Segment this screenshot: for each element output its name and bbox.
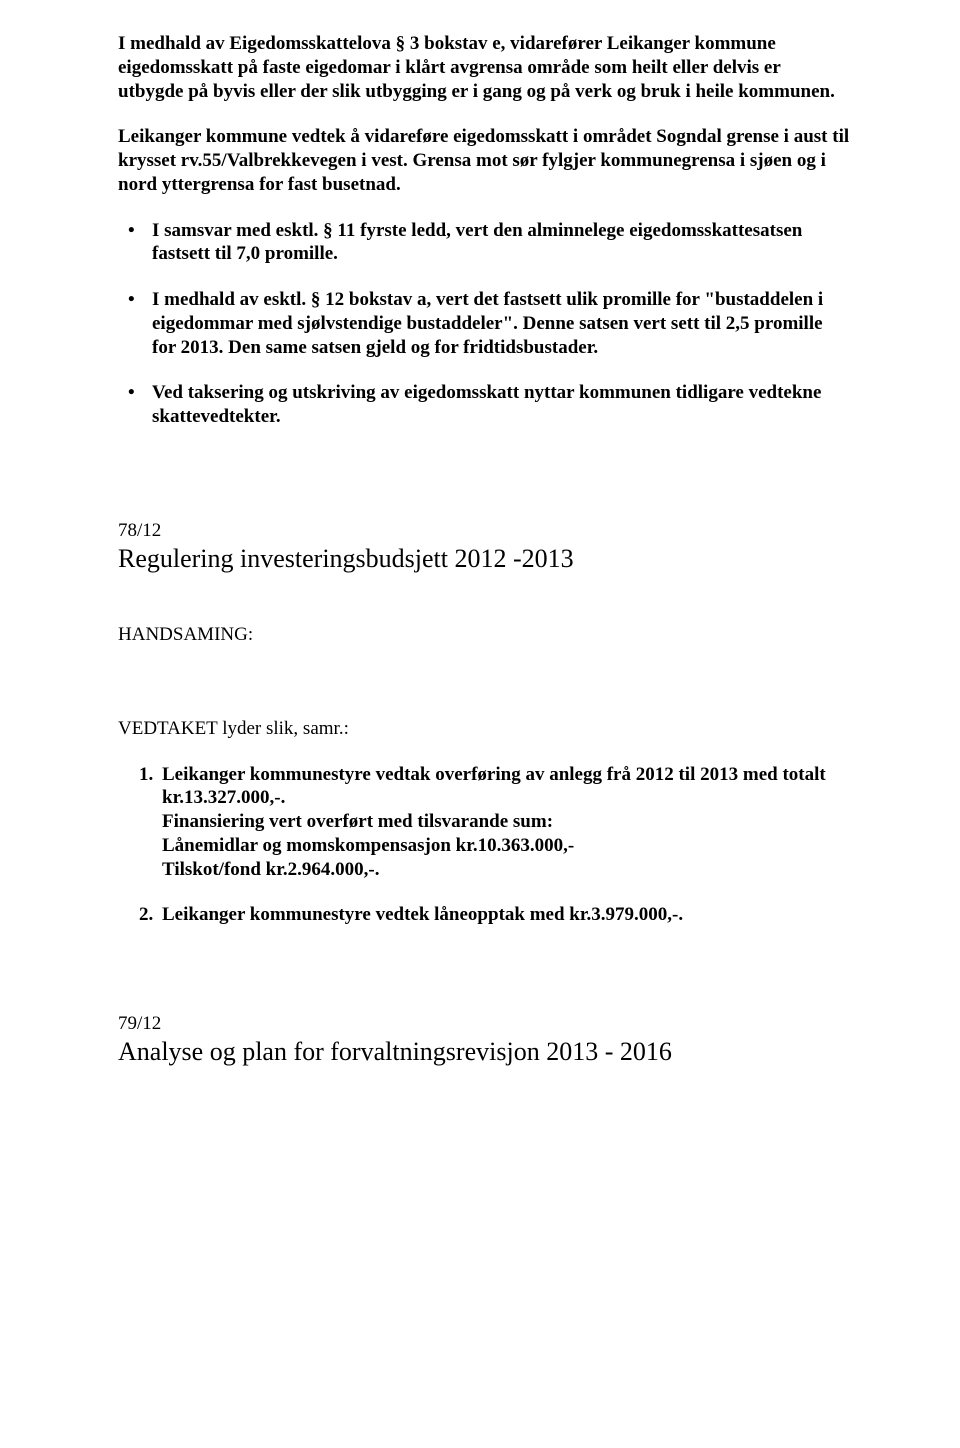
intro-paragraph-2: Leikanger kommune vedtek å vidareføre ei… bbox=[118, 125, 850, 196]
bullet-item: I medhald av esktl. § 12 bokstav a, vert… bbox=[118, 288, 850, 359]
section-number-78: 78/12 bbox=[118, 519, 850, 543]
list-item-1-line1: Leikanger kommunestyre vedtak overføring… bbox=[162, 764, 826, 809]
vedtak-label: VEDTAKET lyder slik, samr.: bbox=[118, 717, 850, 741]
handsaming-label: HANDSAMING: bbox=[118, 623, 850, 647]
bullet-item: Ved taksering og utskriving av eigedomss… bbox=[118, 381, 850, 429]
section-title-78: Regulering investeringsbudsjett 2012 -20… bbox=[118, 543, 850, 576]
list-item-2: Leikanger kommunestyre vedtek låneopptak… bbox=[158, 903, 850, 927]
section-title-79: Analyse og plan for forvaltningsrevisjon… bbox=[118, 1036, 850, 1069]
numbered-list: Leikanger kommunestyre vedtak overføring… bbox=[118, 763, 850, 928]
bullet-item: I samsvar med esktl. § 11 fyrste ledd, v… bbox=[118, 219, 850, 267]
list-item-1-line3: Lånemidlar og momskompensasjon kr.10.363… bbox=[162, 835, 574, 856]
bullet-list: I samsvar med esktl. § 11 fyrste ledd, v… bbox=[118, 219, 850, 429]
list-item-1: Leikanger kommunestyre vedtak overføring… bbox=[158, 763, 850, 882]
list-item-1-line4: Tilskot/fond kr.2.964.000,-. bbox=[162, 859, 380, 880]
intro-paragraph-1: I medhald av Eigedomsskattelova § 3 boks… bbox=[118, 32, 850, 103]
list-item-1-line2: Finansiering vert overført med tilsvaran… bbox=[162, 811, 553, 832]
section-number-79: 79/12 bbox=[118, 1012, 850, 1036]
